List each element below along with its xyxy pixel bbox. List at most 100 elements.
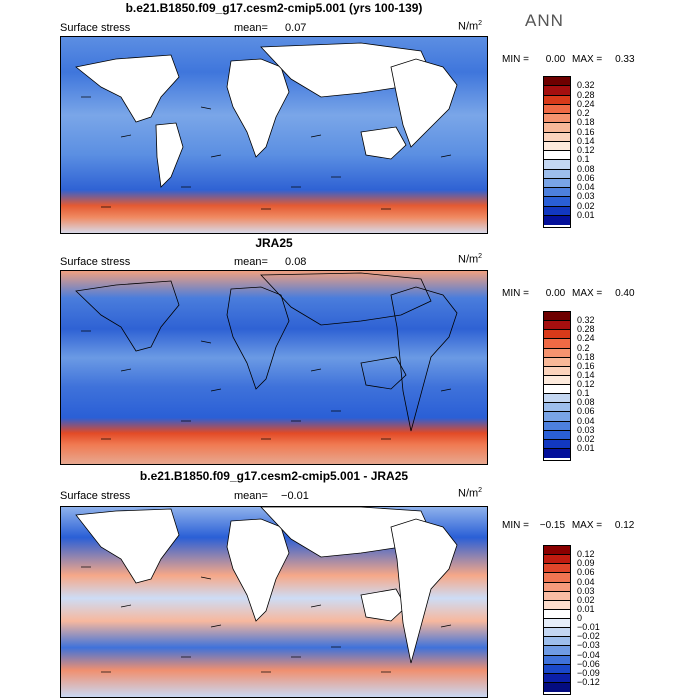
- panel-2-title: JRA25: [255, 236, 293, 250]
- panel-1-colorbar-segment: [544, 151, 570, 161]
- panel-2-colorbar-segment: [544, 357, 570, 367]
- panel-3-vectors: [81, 566, 452, 673]
- panel-1-colorbar-label: 0.1: [577, 154, 590, 165]
- panel-3-colorbar-label: 0.06: [577, 567, 595, 578]
- panel-2-americas-right: [390, 286, 458, 432]
- panel-3-colorbar-segment: [544, 637, 570, 647]
- panel-3-minmax: MIN = −0.15 MAX = 0.12: [502, 520, 634, 531]
- panel-1-colorbar-label: 0.12: [577, 145, 595, 155]
- panel-3-colorbar-label: 0.01: [577, 603, 595, 614]
- panel-2-australia: [360, 356, 407, 390]
- panel-3-colorbar-label: −0.09: [577, 667, 600, 678]
- panel-3-colorbar-segment: [544, 646, 570, 656]
- panel-1-colorbar-segment: [544, 197, 570, 207]
- panel-3-colorbar-label: 0.04: [577, 576, 595, 587]
- panel-2-map: [60, 270, 488, 465]
- panel-1-colorbar-segment: [544, 77, 570, 87]
- panel-1-colorbar-segment: [544, 104, 570, 114]
- panel-1-mean-label: mean=: [234, 22, 268, 34]
- panel-3-colorbar-label: −0.02: [577, 631, 600, 642]
- panel-3-colorbar-label: −0.03: [577, 640, 600, 651]
- panel-1-colorbar-label: 0.04: [577, 182, 595, 192]
- panel-3-colorbar-segment: [544, 600, 570, 610]
- panel-1-south-america: [155, 122, 184, 188]
- panel-2-mean-value: 0.08: [285, 256, 307, 268]
- panel-2-colorbar-segment: [544, 385, 570, 395]
- panel-1-colorbar-label: 0.08: [577, 163, 595, 174]
- panel-1-map: [60, 36, 488, 234]
- panel-1-colorbar: [543, 76, 571, 228]
- panel-2-colorbar-label: 0.28: [577, 324, 595, 335]
- panel-2-vectors: [81, 330, 452, 440]
- panel-2-colorbar-label: 0.12: [577, 379, 595, 389]
- panel-3-colorbar-segment: [544, 564, 570, 574]
- panel-1-min-value: 0.00: [545, 54, 566, 65]
- panel-2-africa: [226, 286, 290, 390]
- panel-1-mean: mean= 0.07: [234, 22, 306, 34]
- panel-3-colorbar-label: −0.01: [577, 622, 600, 633]
- panel-1-min-label: MIN =: [502, 54, 529, 65]
- panel-2-colorbar-segment: [544, 448, 570, 458]
- panel-2-min-label: MIN =: [502, 288, 529, 299]
- panel-1-north-america: [75, 54, 180, 123]
- panel-3-colorbar-segment: [544, 546, 570, 556]
- panel-1-colorbar-segment: [544, 114, 570, 124]
- panel-2-colorbar-segment: [544, 330, 570, 340]
- panel-2-colorbar-segment: [544, 339, 570, 349]
- panel-2-min-value: 0.00: [545, 288, 566, 299]
- panel-1-colorbar-label: 0.18: [577, 117, 595, 128]
- panel-3-colorbar-segment: [544, 619, 570, 629]
- panel-3-colorbar-segment: [544, 664, 570, 674]
- panel-3-mean-label: mean=: [234, 490, 268, 502]
- panel-2-colorbar-segment: [544, 430, 570, 440]
- panel-1-colorbar-segment: [544, 188, 570, 198]
- panel-1-australia: [360, 126, 407, 160]
- panel-3-colorbar-label: −0.12: [577, 676, 600, 687]
- panel-1-colorbar-label: 0.06: [577, 172, 595, 183]
- panel-3-units: N/m2: [458, 487, 483, 500]
- panel-3-colorbar-segment: [544, 591, 570, 601]
- panel-2-eurasia: [260, 272, 432, 326]
- panel-2-colorbar-segment: [544, 439, 570, 449]
- panel-3-colorbar-label: 0.03: [577, 585, 595, 596]
- panel-2-colorbar-label: 0.03: [577, 424, 595, 435]
- panel-1-colorbar-label: 0.02: [577, 200, 595, 211]
- panel-2-mean-label: mean=: [234, 256, 268, 268]
- panel-2-north-america: [75, 280, 180, 352]
- panel-1-colorbar-label: 0.32: [577, 80, 595, 91]
- panel-3-colorbar: [543, 545, 571, 695]
- panel-2-colorbar-segment: [544, 348, 570, 358]
- panel-2-colorbar-label: 0.24: [577, 333, 595, 344]
- panel-1-colorbar-label: 0.28: [577, 89, 595, 100]
- panel-1-variable: Surface stress: [60, 22, 131, 34]
- panel-1-colorbar-label: 0.2: [577, 108, 590, 118]
- panel-2-colorbar-segment: [544, 412, 570, 422]
- panel-3-max-label: MAX =: [571, 520, 603, 531]
- panel-1-continents: [75, 42, 458, 210]
- panel-2-colorbar-segment: [544, 394, 570, 404]
- panel-3-mean-value: −0.01: [281, 490, 309, 502]
- panel-2-max-value: 0.40: [615, 288, 635, 299]
- panel-3-variable: Surface stress: [60, 490, 131, 502]
- panel-1-max-value: 0.33: [615, 54, 635, 65]
- panel-1-title: b.e21.B1850.f09_g17.cesm2-cmip5.001 (yrs…: [125, 1, 423, 15]
- panel-2-minmax: MIN = 0.00 MAX = 0.40: [502, 288, 635, 299]
- panel-2-colorbar-label: 0.32: [577, 315, 595, 326]
- panel-3-colorbar-label: 0: [577, 613, 583, 623]
- panel-3-north-america: [75, 508, 180, 584]
- panel-3-colorbar-segment: [544, 673, 570, 683]
- panel-2-colorbar-label: 0.01: [577, 442, 595, 453]
- panel-1-africa: [226, 58, 290, 158]
- panel-1-colorbar-segment: [544, 178, 570, 188]
- panel-2-colorbar-segment: [544, 312, 570, 322]
- panel-1-colorbar-segment: [544, 132, 570, 142]
- panel-1-units: N/m2: [458, 20, 483, 33]
- panel-1-minmax: MIN = 0.00 MAX = 0.33: [502, 54, 635, 65]
- panel-2-mean: mean= 0.08: [234, 256, 306, 268]
- panel-3-colorbar-segment: [544, 682, 570, 692]
- panel-2-variable: Surface stress: [60, 256, 131, 268]
- panel-3-colorbar-segment: [544, 582, 570, 592]
- panel-3-colorbar-label: 0.09: [577, 558, 595, 569]
- panel-3-colorbar-segment: [544, 628, 570, 638]
- panel-2-colorbar-label: 0.1: [577, 388, 590, 399]
